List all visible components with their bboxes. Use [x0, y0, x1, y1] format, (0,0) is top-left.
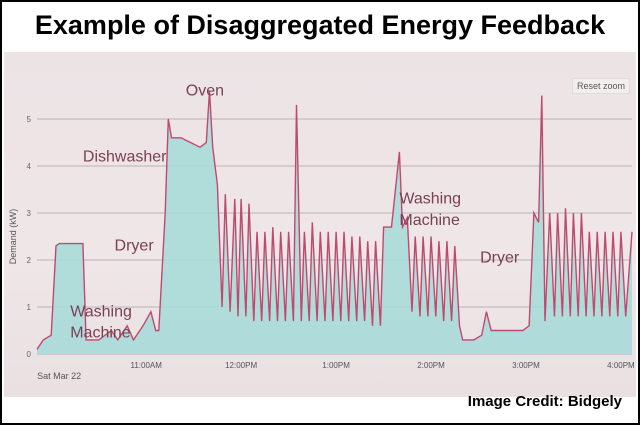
x-tick-label: 2:00PM	[417, 361, 445, 370]
appliance-annotation: Oven	[186, 83, 224, 100]
y-tick-label: 2	[27, 256, 32, 265]
x-tick-label: 4:00PM	[607, 361, 635, 370]
demand-chart: 0 1 2 3 4 5 Demand (kW) Sat Mar 22 11:00AM 12:00P…	[8, 83, 635, 382]
reset-zoom-button[interactable]: Reset zoom	[572, 78, 631, 94]
y-tick-label: 4	[27, 162, 32, 171]
appliance-annotation: Washing	[399, 191, 461, 208]
x-tick-label: 1:00PM	[322, 361, 350, 370]
chart-area: 0 1 2 3 4 5 Demand (kW) Sat Mar 22 11:00AM 12:00P…	[4, 52, 636, 397]
appliance-annotation: Dryer	[480, 249, 520, 266]
demand-area	[37, 90, 632, 355]
y-axis-label: Demand (kW)	[8, 209, 18, 265]
appliance-annotation: Washing	[70, 303, 132, 320]
date-label: Sat Mar 22	[37, 371, 81, 381]
appliance-annotation: Dryer	[115, 238, 155, 255]
y-tick-label: 0	[27, 350, 32, 359]
x-tick-label: 11:00AM	[130, 361, 162, 370]
x-tick-label: 12:00PM	[225, 361, 257, 370]
page-title: Example of Disaggregated Energy Feedback	[34, 10, 606, 40]
demand-line	[36, 90, 633, 350]
image-credit: Image Credit: Bidgely	[467, 393, 622, 410]
x-tick-label: 3:00PM	[512, 361, 540, 370]
y-tick-label: 3	[27, 209, 32, 218]
appliance-annotation: Machine	[70, 325, 131, 342]
appliance-annotation: Machine	[399, 212, 460, 229]
appliance-annotation: Dishwasher	[83, 148, 167, 165]
y-tick-label: 1	[27, 303, 32, 312]
y-tick-label: 5	[27, 115, 32, 124]
